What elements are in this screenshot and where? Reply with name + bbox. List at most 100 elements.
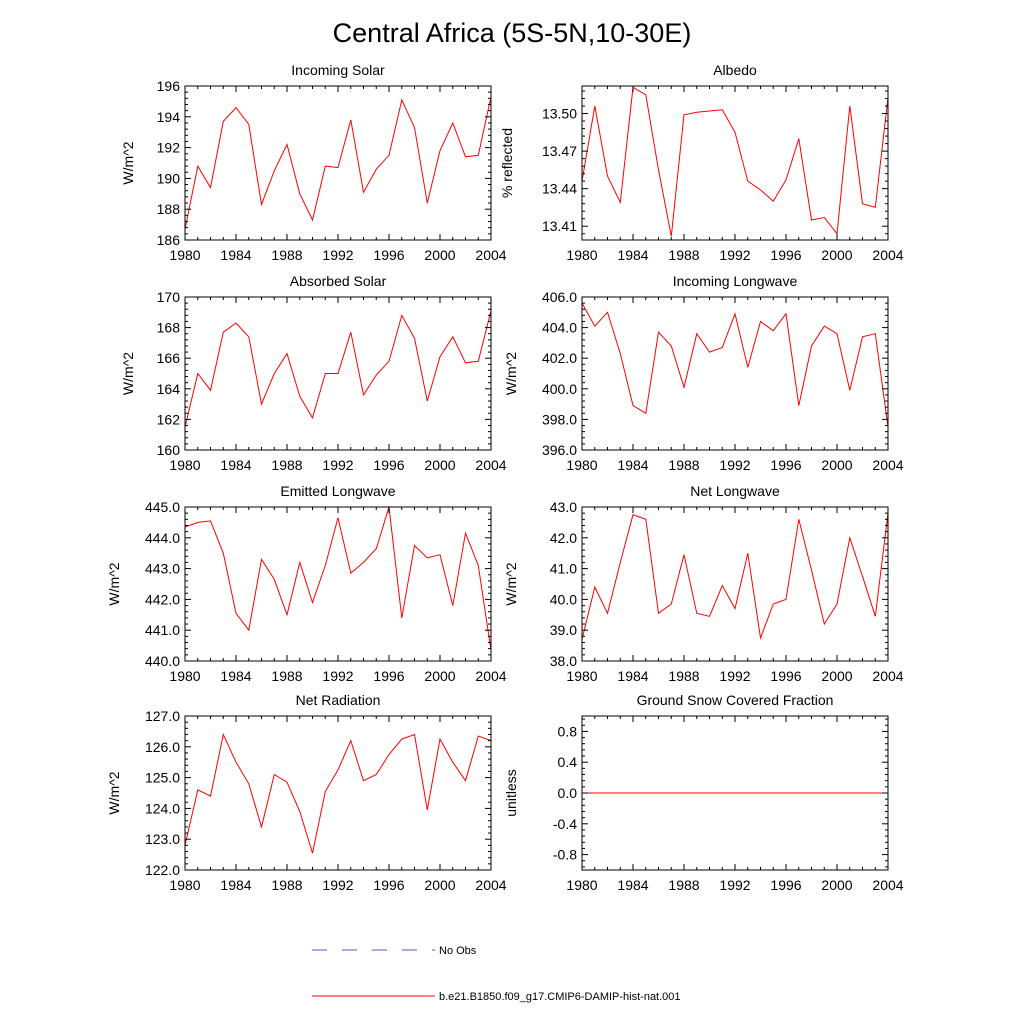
ground-snow-covered-fraction-ytick-label: -0.4 — [553, 816, 577, 832]
incoming-solar-ylabel: W/m^2 — [120, 141, 136, 184]
incoming-solar-xtick-label-1984: 1984 — [220, 247, 251, 263]
net-longwave-xtick-label-2000: 2000 — [821, 668, 852, 684]
emitted-longwave-xtick-label-1992: 1992 — [322, 668, 353, 684]
net-longwave-ytick-label: 38.0 — [550, 653, 577, 669]
incoming-longwave-ylabel: W/m^2 — [503, 352, 519, 395]
albedo-title: Albedo — [713, 62, 757, 78]
emitted-longwave-xtick-label-2000: 2000 — [424, 668, 455, 684]
albedo-xtick-label-2000: 2000 — [821, 247, 852, 263]
incoming-solar-xtick-label-2004: 2004 — [475, 247, 506, 263]
emitted-longwave-xtick-label-1996: 1996 — [373, 668, 404, 684]
incoming-longwave-ytick-label: 402.0 — [542, 350, 577, 366]
incoming-solar-xtick-label-2000: 2000 — [424, 247, 455, 263]
incoming-longwave-xtick-label-1996: 1996 — [770, 457, 801, 473]
panel-incoming-solar: 1980 1984 1988 1992 1996 2000 2004 186 188 190 192… — [120, 62, 507, 263]
net-longwave-ytick-label: 42.0 — [550, 530, 577, 546]
net-radiation-xtick-label-1992: 1992 — [322, 877, 353, 893]
absorbed-solar-xtick-label-2004: 2004 — [475, 457, 506, 473]
incoming-longwave-ytick-label: 398.0 — [542, 411, 577, 427]
net-longwave-xtick-label-2004: 2004 — [872, 668, 903, 684]
net-radiation-xtick-label-1984: 1984 — [220, 877, 251, 893]
emitted-longwave-ytick-label: 442.0 — [145, 591, 180, 607]
incoming-solar-ytick-label: 196 — [157, 78, 181, 94]
net-longwave-plot-frame — [581, 506, 889, 662]
absorbed-solar-ytick-label: 164 — [157, 381, 181, 397]
absorbed-solar-ytick-label: 160 — [157, 442, 181, 458]
emitted-longwave-ytick-label: 444.0 — [145, 530, 180, 546]
panel-incoming-longwave: 1980 1984 1988 1992 1996 2000 2004 396.0 398.0 40… — [503, 273, 904, 473]
absorbed-solar-xtick-label-1996: 1996 — [373, 457, 404, 473]
net-longwave-xtick-label-1996: 1996 — [770, 668, 801, 684]
absorbed-solar-xtick-label-1992: 1992 — [322, 457, 353, 473]
legend-label-model: b.e21.B1850.f09_g17.CMIP6-DAMIP-hist-nat… — [439, 991, 681, 1003]
albedo-xtick-label-1992: 1992 — [719, 247, 750, 263]
net-longwave-ylabel: W/m^2 — [503, 562, 519, 605]
net-radiation-ylabel: W/m^2 — [106, 771, 122, 814]
albedo-xtick-label-2004: 2004 — [872, 247, 903, 263]
ground-snow-covered-fraction-xtick-label-2000: 2000 — [821, 877, 852, 893]
net-longwave-title: Net Longwave — [690, 483, 780, 499]
net-radiation-series-line — [184, 732, 492, 854]
albedo-xtick-label-1984: 1984 — [617, 247, 648, 263]
panel-albedo: 1980 1984 1988 1992 1996 2000 2004 13.41 13.44 13… — [499, 62, 904, 263]
net-radiation-ytick-label: 124.0 — [145, 800, 180, 816]
net-radiation-ytick-label: 123.0 — [145, 831, 180, 847]
net-radiation-xtick-label-1996: 1996 — [373, 877, 404, 893]
emitted-longwave-title: Emitted Longwave — [280, 483, 395, 499]
ground-snow-covered-fraction-title: Ground Snow Covered Fraction — [637, 692, 834, 708]
panel-ground-snow-covered-fraction: 1980 1984 1988 1992 1996 2000 2004 -0.8 -0.4 0.0 0… — [503, 692, 904, 893]
incoming-solar-xtick-label-1996: 1996 — [373, 247, 404, 263]
net-longwave-ytick-label: 41.0 — [550, 561, 577, 577]
incoming-solar-xtick-label-1980: 1980 — [169, 247, 200, 263]
incoming-solar-ytick-label: 192 — [157, 140, 181, 156]
ground-snow-covered-fraction-xtick-label-1984: 1984 — [617, 877, 648, 893]
net-radiation-ytick-label: 127.0 — [145, 708, 180, 724]
incoming-longwave-ytick-label: 404.0 — [542, 320, 577, 336]
incoming-solar-series-line — [184, 96, 492, 230]
albedo-xtick-label-1980: 1980 — [566, 247, 597, 263]
incoming-solar-ytick-label: 194 — [157, 109, 181, 125]
net-longwave-ytick-label: 39.0 — [550, 622, 577, 638]
panel-net-longwave: 1980 1984 1988 1992 1996 2000 2004 38.0 39.0 40.0… — [503, 483, 904, 684]
panel-absorbed-solar: 1980 1984 1988 1992 1996 2000 2004 160 162 164 166… — [120, 273, 507, 473]
ground-snow-covered-fraction-xtick-label-1988: 1988 — [668, 877, 699, 893]
incoming-longwave-xtick-label-1980: 1980 — [566, 457, 597, 473]
emitted-longwave-xtick-label-1980: 1980 — [169, 668, 200, 684]
incoming-longwave-ytick-label: 406.0 — [542, 289, 577, 305]
emitted-longwave-ytick-label: 441.0 — [145, 622, 180, 638]
absorbed-solar-ytick-label: 168 — [157, 320, 181, 336]
absorbed-solar-xtick-label-2000: 2000 — [424, 457, 455, 473]
incoming-solar-ytick-label: 190 — [157, 170, 181, 186]
ground-snow-covered-fraction-ytick-label: 0.4 — [558, 754, 578, 770]
incoming-longwave-ytick-label: 396.0 — [542, 442, 577, 458]
albedo-ylabel: % reflected — [499, 128, 515, 198]
net-radiation-ytick-label: 126.0 — [145, 739, 180, 755]
absorbed-solar-title: Absorbed Solar — [290, 273, 387, 289]
incoming-solar-ytick-label: 188 — [157, 201, 181, 217]
panel-emitted-longwave: 1980 1984 1988 1992 1996 2000 2004 440.0 441.0 44… — [106, 483, 507, 684]
incoming-longwave-series-line — [581, 302, 889, 428]
emitted-longwave-ytick-label: 440.0 — [145, 653, 180, 669]
net-radiation-xtick-label-1988: 1988 — [271, 877, 302, 893]
incoming-longwave-ytick-label: 400.0 — [542, 381, 577, 397]
albedo-ytick-label: 13.50 — [542, 106, 577, 122]
net-radiation-xtick-label-1980: 1980 — [169, 877, 200, 893]
ground-snow-covered-fraction-ytick-label: -0.8 — [553, 847, 577, 863]
incoming-solar-title: Incoming Solar — [291, 62, 385, 78]
net-longwave-xtick-label-1984: 1984 — [617, 668, 648, 684]
incoming-solar-ytick-label: 186 — [157, 232, 181, 248]
emitted-longwave-plot-frame — [184, 506, 492, 662]
legend-label-no-obs: No Obs — [439, 945, 477, 957]
ground-snow-covered-fraction-xtick-label-1996: 1996 — [770, 877, 801, 893]
albedo-ytick-label: 13.41 — [542, 218, 577, 234]
net-radiation-title: Net Radiation — [296, 692, 381, 708]
incoming-longwave-plot-frame — [581, 296, 889, 451]
emitted-longwave-ytick-label: 445.0 — [145, 499, 180, 515]
absorbed-solar-ylabel: W/m^2 — [120, 352, 136, 395]
emitted-longwave-xtick-label-1988: 1988 — [271, 668, 302, 684]
absorbed-solar-xtick-label-1980: 1980 — [169, 457, 200, 473]
absorbed-solar-ytick-label: 162 — [157, 411, 181, 427]
absorbed-solar-series-line — [184, 310, 492, 428]
emitted-longwave-xtick-label-1984: 1984 — [220, 668, 251, 684]
panels: 1980 1984 1988 1992 1996 2000 2004 186 188 190 192… — [106, 62, 904, 893]
